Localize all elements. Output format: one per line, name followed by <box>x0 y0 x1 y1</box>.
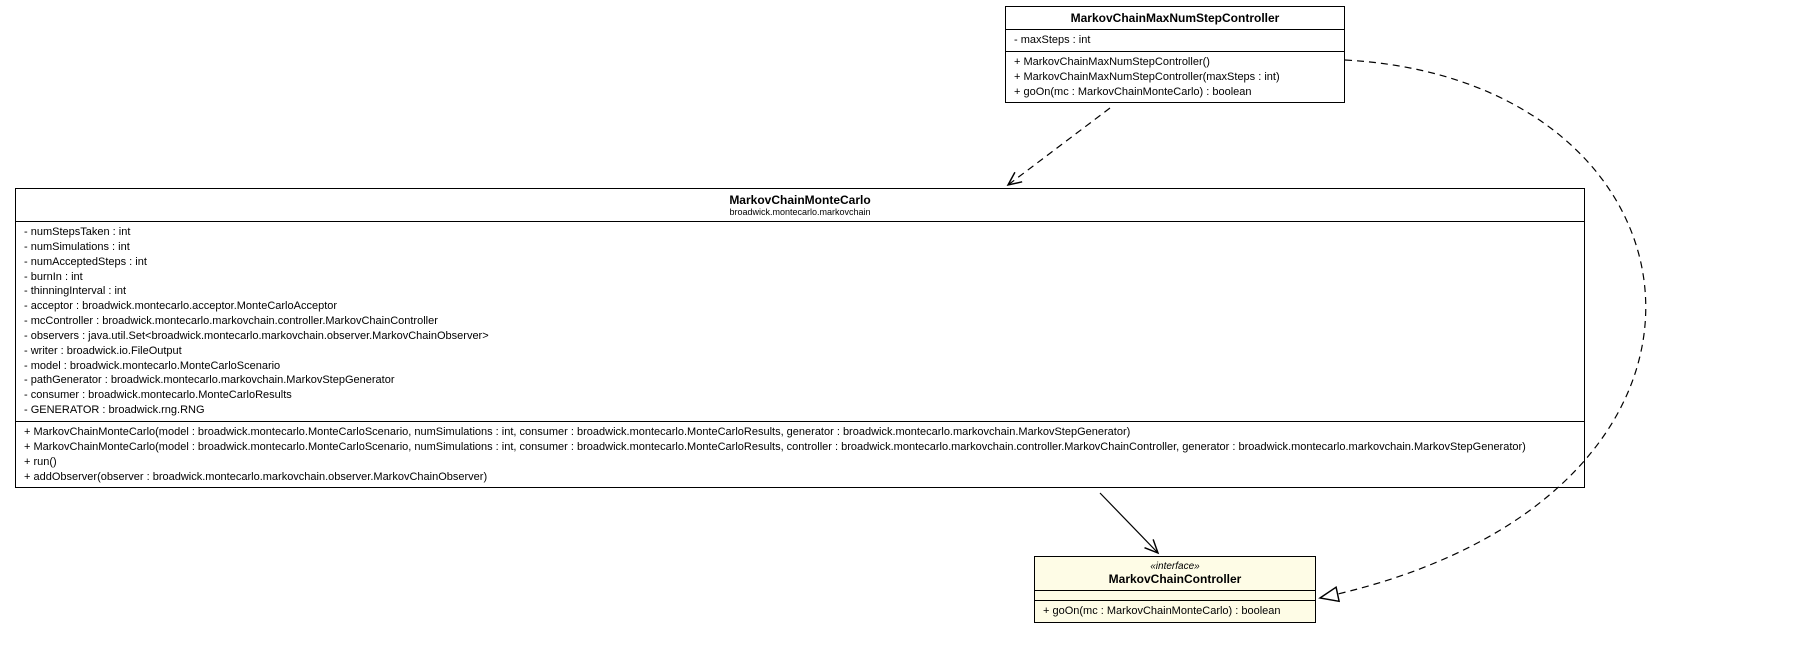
class-title: «interface» MarkovChainController <box>1035 557 1315 591</box>
operations-section: + MarkovChainMaxNumStepController() + Ma… <box>1006 52 1344 103</box>
attribute: - pathGenerator : broadwick.montecarlo.m… <box>24 373 1576 388</box>
operations-section: + goOn(mc : MarkovChainMonteCarlo) : boo… <box>1035 601 1315 622</box>
attribute: - numSimulations : int <box>24 240 1576 255</box>
attribute: - writer : broadwick.io.FileOutput <box>24 344 1576 359</box>
edge-mcmc-to-controller <box>1100 493 1158 553</box>
operation: + MarkovChainMonteCarlo(model : broadwic… <box>24 425 1576 440</box>
operation: + goOn(mc : MarkovChainMonteCarlo) : boo… <box>1043 604 1307 619</box>
operation: + MarkovChainMaxNumStepController(maxSte… <box>1014 70 1336 85</box>
operation: + MarkovChainMaxNumStepController() <box>1014 55 1336 70</box>
class-title: MarkovChainMaxNumStepController <box>1006 7 1344 30</box>
class-name-text: MarkovChainController <box>1109 572 1242 586</box>
operation: + MarkovChainMonteCarlo(model : broadwic… <box>24 440 1576 455</box>
attribute: - mcController : broadwick.montecarlo.ma… <box>24 314 1576 329</box>
class-name-text: MarkovChainMonteCarlo <box>729 193 870 207</box>
operation: + goOn(mc : MarkovChainMonteCarlo) : boo… <box>1014 85 1336 100</box>
class-package-text: broadwick.montecarlo.markovchain <box>24 207 1576 217</box>
attribute: - GENERATOR : broadwick.rng.RNG <box>24 403 1576 418</box>
stereotype-text: «interface» <box>1043 561 1307 572</box>
attribute: - burnIn : int <box>24 270 1576 285</box>
attributes-section <box>1035 591 1315 601</box>
class-max-num-step-controller: MarkovChainMaxNumStepController - maxSte… <box>1005 6 1345 103</box>
attribute: - thinningInterval : int <box>24 284 1576 299</box>
attribute: - acceptor : broadwick.montecarlo.accept… <box>24 299 1576 314</box>
class-name-text: MarkovChainMaxNumStepController <box>1071 11 1280 25</box>
interface-controller: «interface» MarkovChainController + goOn… <box>1034 556 1316 623</box>
edge-maxnumstep-to-mcmc <box>1008 108 1110 185</box>
operations-section: + MarkovChainMonteCarlo(model : broadwic… <box>16 422 1584 487</box>
attribute: - maxSteps : int <box>1014 33 1336 48</box>
attributes-section: - numStepsTaken : int - numSimulations :… <box>16 222 1584 422</box>
class-mcmc: MarkovChainMonteCarlo broadwick.montecar… <box>15 188 1585 488</box>
attribute: - consumer : broadwick.montecarlo.MonteC… <box>24 388 1576 403</box>
operation: + run() <box>24 455 1576 470</box>
class-title: MarkovChainMonteCarlo broadwick.montecar… <box>16 189 1584 222</box>
attributes-section: - maxSteps : int <box>1006 30 1344 52</box>
attribute: - numStepsTaken : int <box>24 225 1576 240</box>
operation: + addObserver(observer : broadwick.monte… <box>24 470 1576 485</box>
attribute: - model : broadwick.montecarlo.MonteCarl… <box>24 359 1576 374</box>
attribute: - numAcceptedSteps : int <box>24 255 1576 270</box>
attribute: - observers : java.util.Set<broadwick.mo… <box>24 329 1576 344</box>
